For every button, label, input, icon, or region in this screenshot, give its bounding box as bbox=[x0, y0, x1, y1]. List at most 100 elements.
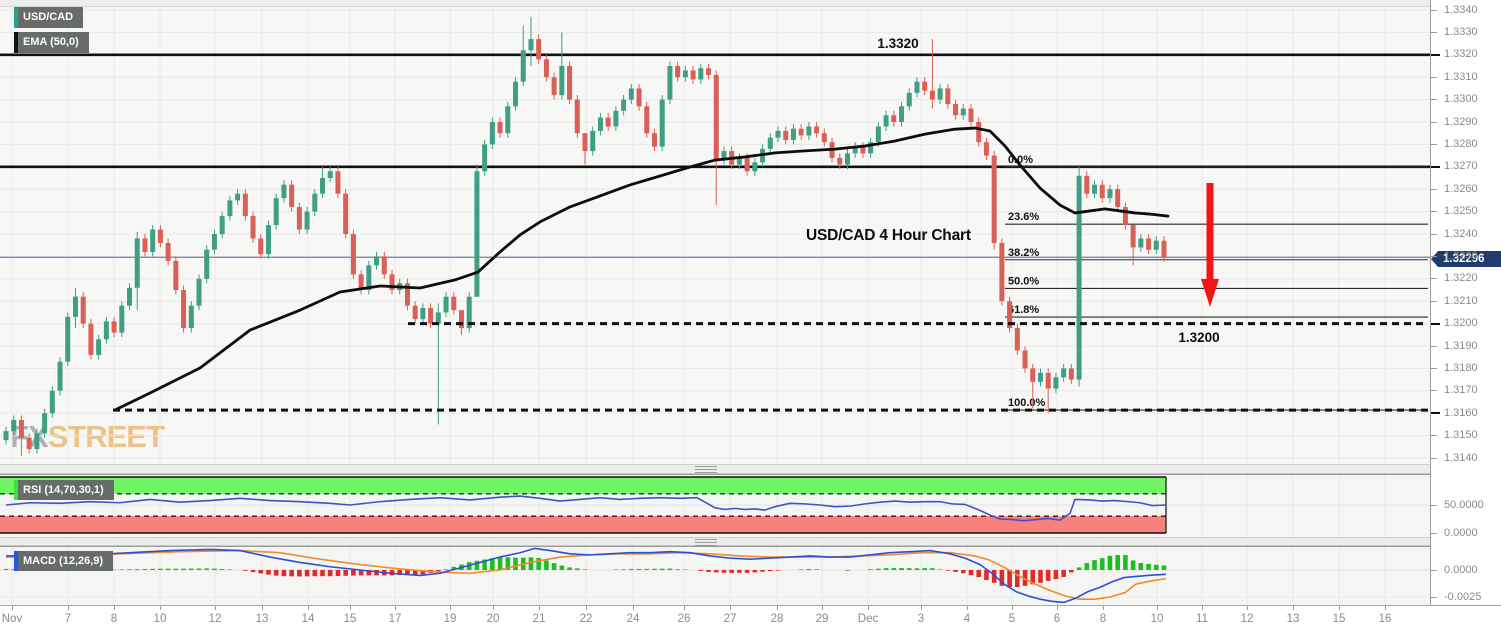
price-tick-label: 1.3170 bbox=[1444, 384, 1478, 397]
candle bbox=[1115, 189, 1121, 208]
candle bbox=[590, 130, 596, 152]
candle bbox=[883, 115, 889, 127]
price-tick bbox=[1431, 76, 1437, 78]
candle bbox=[350, 234, 356, 275]
date-tick-label: 8 bbox=[1099, 613, 1107, 625]
price-tick bbox=[1431, 53, 1440, 56]
price-axis[interactable]: 1.32296 1.3340 1.3330 1.3320 1.3310 1.3300 1.… bbox=[1430, 0, 1501, 605]
symbol-chip-label: USD/CAD bbox=[23, 11, 74, 23]
candle bbox=[698, 68, 704, 80]
ema-chip-label: EMA (50,0) bbox=[23, 36, 79, 48]
candle bbox=[520, 50, 526, 82]
candle bbox=[289, 184, 295, 208]
fibonacci-retracement[interactable]: 0.0%23.6%38.2%50.0%61.8%100.0% bbox=[1005, 154, 1428, 411]
date-tick bbox=[539, 606, 540, 610]
watermark-street: STREET bbox=[47, 419, 165, 454]
date-axis[interactable]: Nov 7 8 10 12 13 14 15 17 19 20 21 22 24 26 27 28 29 Dec 3 4… bbox=[0, 605, 1501, 632]
date-tick-label: 26 bbox=[677, 613, 691, 625]
price-tick bbox=[1431, 412, 1440, 415]
candle bbox=[11, 419, 17, 432]
date-tick bbox=[1103, 606, 1104, 610]
candle bbox=[752, 162, 758, 172]
rsi-indicator-chip[interactable]: RSI (14,70,30,1) bbox=[14, 480, 114, 500]
candle bbox=[1053, 377, 1059, 389]
candle bbox=[559, 66, 565, 96]
separator-grip-icon[interactable] bbox=[695, 539, 717, 546]
candle bbox=[1092, 184, 1098, 194]
date-tick bbox=[967, 606, 968, 610]
candle bbox=[258, 238, 264, 255]
candle bbox=[343, 193, 349, 234]
candle bbox=[96, 339, 102, 355]
candle bbox=[1084, 175, 1090, 194]
price-tick bbox=[1431, 31, 1437, 33]
candle bbox=[682, 70, 688, 78]
date-tick bbox=[1057, 606, 1058, 610]
candle bbox=[644, 106, 650, 134]
candle bbox=[435, 312, 441, 324]
macd-line bbox=[6, 547, 1167, 604]
candle bbox=[242, 193, 248, 217]
candle bbox=[165, 242, 171, 261]
date-tick-label: 16 bbox=[1378, 613, 1392, 625]
candles[interactable] bbox=[3, 16, 1167, 456]
price-chart-canvas[interactable]: 0.0%23.6%38.2%50.0%61.8%100.0% bbox=[0, 0, 1430, 464]
price-tick bbox=[1431, 300, 1437, 302]
candle bbox=[597, 117, 603, 131]
date-tick bbox=[1202, 606, 1203, 610]
candle bbox=[1161, 240, 1167, 258]
candle bbox=[605, 117, 611, 127]
price-tick-label: 1.3320 bbox=[1444, 48, 1478, 61]
candle bbox=[103, 321, 109, 340]
macd-indicator-chip[interactable]: MACD (12,26,9) bbox=[14, 551, 114, 571]
separator-grip-icon[interactable] bbox=[695, 466, 717, 473]
date-tick-label: 20 bbox=[486, 613, 500, 625]
price-tick bbox=[1431, 255, 1437, 257]
candle bbox=[181, 290, 187, 329]
candle bbox=[49, 390, 55, 414]
candle bbox=[335, 171, 341, 194]
date-tick-label: 12 bbox=[1240, 613, 1254, 625]
candle bbox=[667, 66, 673, 100]
candle bbox=[844, 153, 850, 165]
candle bbox=[868, 142, 874, 154]
ema-indicator-chip[interactable]: EMA (50,0) bbox=[14, 32, 89, 53]
symbol-chip[interactable]: USD/CAD bbox=[14, 7, 84, 28]
macd-chip-accent bbox=[14, 551, 18, 571]
price-tick bbox=[1431, 211, 1437, 213]
candle bbox=[211, 234, 217, 250]
candle bbox=[968, 108, 974, 122]
date-tick bbox=[493, 606, 494, 610]
price-tick bbox=[1431, 233, 1437, 235]
macd-indicator-canvas[interactable] bbox=[0, 546, 1430, 605]
date-tick-label: 4 bbox=[963, 613, 971, 625]
rsi-overbought-band bbox=[0, 477, 1166, 494]
candle bbox=[806, 126, 812, 136]
price-tick bbox=[1431, 121, 1437, 123]
candle bbox=[250, 216, 256, 239]
date-tick bbox=[822, 606, 823, 610]
date-tick bbox=[633, 606, 634, 610]
date-tick-label: 5 bbox=[1008, 613, 1016, 625]
price-tick bbox=[1431, 143, 1437, 145]
candle bbox=[1130, 225, 1136, 248]
down-arrow bbox=[1201, 183, 1219, 307]
date-tick-label: 10 bbox=[1150, 613, 1164, 625]
date-tick bbox=[114, 606, 115, 610]
pane-separator-rsi[interactable] bbox=[0, 464, 1430, 474]
price-tick bbox=[1431, 278, 1437, 280]
date-tick-label: 15 bbox=[1332, 613, 1346, 625]
candle bbox=[690, 70, 696, 80]
candle bbox=[513, 81, 519, 107]
symbol-chip-accent bbox=[14, 7, 18, 28]
candle bbox=[621, 99, 627, 111]
candle bbox=[953, 104, 959, 116]
candle bbox=[443, 296, 449, 313]
pane-separator-macd[interactable] bbox=[0, 537, 1430, 546]
fib-level-label: 23.6% bbox=[1008, 211, 1039, 223]
rsi-indicator-canvas[interactable] bbox=[0, 474, 1430, 537]
support-level-label: 1.3200 bbox=[1178, 330, 1220, 345]
date-tick bbox=[1293, 606, 1294, 610]
macd-histogram bbox=[3, 555, 1167, 588]
